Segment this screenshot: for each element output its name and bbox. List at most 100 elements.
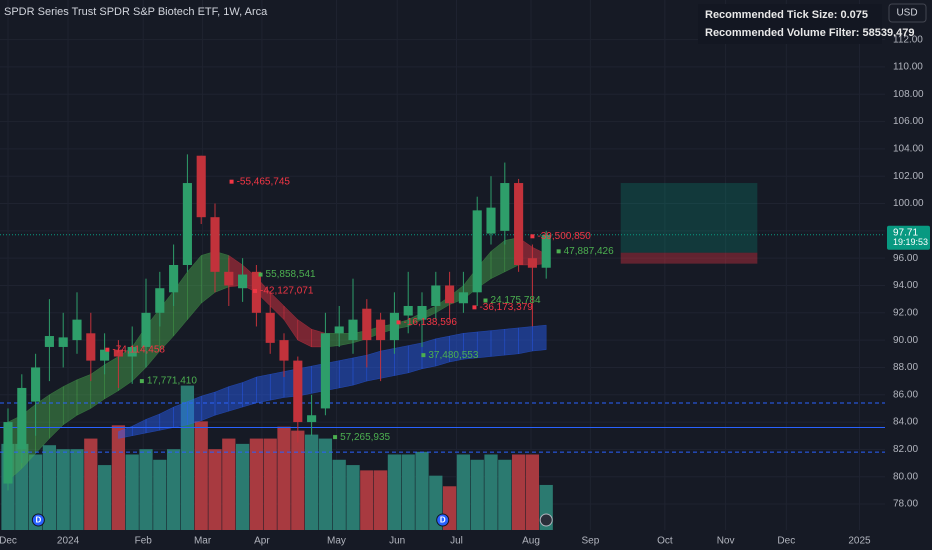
band-segment [145, 413, 161, 434]
volume-bar [249, 438, 264, 530]
y-tick-label: 94.00 [893, 280, 918, 291]
currency[interactable]: USD [896, 8, 917, 19]
volume-bar [387, 454, 402, 530]
volume-bar [56, 449, 70, 530]
band-segment [490, 328, 506, 357]
delta-label: 17,771,410 [147, 376, 197, 387]
y-tick-label: 88.00 [893, 362, 918, 373]
candle-body [334, 326, 344, 334]
volume-bar [125, 454, 139, 530]
x-tick-label: Jun [389, 536, 405, 547]
currency-button[interactable] [888, 3, 927, 23]
delta-label: -42,127,071 [260, 286, 314, 297]
candle-body [431, 285, 441, 306]
candle-body [307, 415, 317, 423]
position-target [620, 183, 758, 253]
band-segment [228, 382, 243, 412]
delta-marker [253, 288, 258, 293]
y-tick-label: 92.00 [893, 307, 918, 318]
band-segment [394, 345, 409, 376]
last-price-label: 97.71 [893, 227, 918, 238]
y-tick-label: 80.00 [893, 471, 918, 482]
x-tick-label: Dec [0, 536, 17, 547]
delta-marker [421, 353, 426, 358]
candle-body [417, 305, 427, 320]
x-tick-label: Apr [254, 536, 270, 547]
delta-label: -39,500,850 [537, 231, 591, 242]
y-tick-label: 104.00 [893, 144, 924, 155]
volume-bar [222, 438, 236, 530]
y-tick-label: 84.00 [893, 417, 918, 428]
volume-bar [415, 451, 429, 530]
volume-bar [304, 434, 319, 530]
earnings-icon [539, 513, 553, 527]
band-segment [352, 354, 368, 386]
volume-bar [70, 449, 84, 530]
volume-bar [263, 438, 277, 530]
band-segment [407, 342, 423, 374]
candle-body [196, 155, 206, 218]
candle-body [472, 210, 482, 293]
delta-marker [556, 249, 561, 254]
candle-body [527, 258, 537, 268]
delta-label: -16,138,596 [404, 317, 458, 328]
y-tick-label: 82.00 [893, 444, 918, 455]
x-tick-label: Aug [522, 536, 540, 547]
band-segment [76, 373, 92, 416]
info-box [698, 4, 882, 44]
y-tick-label: 78.00 [893, 499, 918, 510]
candle-body [279, 340, 289, 361]
delta-marker [483, 298, 488, 303]
band-segment [490, 239, 506, 280]
last-price-tag [887, 225, 930, 250]
candle-body [169, 265, 179, 293]
y-tick-label: 96.00 [893, 253, 918, 264]
volume-bar [235, 443, 250, 530]
volume-bar [166, 449, 181, 530]
band-segment [214, 386, 230, 416]
candle-body [31, 367, 41, 402]
delta-label: 57,265,935 [340, 432, 390, 443]
delta-marker [258, 272, 263, 277]
candle-body [458, 292, 468, 304]
volume-bar [28, 454, 43, 530]
candle-body [141, 312, 151, 347]
candle-body [86, 333, 96, 361]
band-segment [90, 364, 105, 409]
x-tick-label: May [327, 536, 346, 547]
x-tick-label: 2024 [57, 536, 80, 547]
countdown-label: 19:19:53 [893, 237, 928, 247]
band-segment [504, 327, 519, 356]
volume-bar [484, 454, 498, 530]
dividend-marker [436, 513, 450, 527]
x-tick-label: Sep [581, 536, 599, 547]
band-segment [476, 330, 492, 359]
y-tick-label: 112.00 [893, 34, 923, 45]
band-segment [366, 350, 381, 382]
candle-body [389, 312, 399, 341]
volume-bar [498, 459, 512, 530]
volume-bar [470, 459, 484, 530]
candle-body [17, 387, 27, 450]
delta-marker [530, 234, 535, 239]
band-segment [380, 348, 395, 379]
volume-bar [208, 449, 222, 530]
candle-body [445, 285, 455, 304]
x-tick-label: Dec [777, 536, 795, 547]
volume-bar [332, 459, 346, 530]
candle-body [486, 207, 496, 234]
x-tick-label: Nov [717, 536, 735, 547]
delta-label: 24,175,784 [490, 295, 540, 306]
volume-bar [194, 421, 208, 530]
candle-body [376, 319, 386, 341]
dividend-label: D [35, 516, 41, 525]
info-line: Recommended Volume Filter: 58539.479 [705, 27, 915, 39]
candle-body [44, 336, 54, 347]
band-segment [173, 401, 188, 428]
volume-bar [42, 445, 57, 530]
candle-body [541, 234, 551, 268]
volume-bar [180, 385, 195, 530]
volume-bar [318, 438, 333, 530]
candle-body [293, 360, 303, 423]
